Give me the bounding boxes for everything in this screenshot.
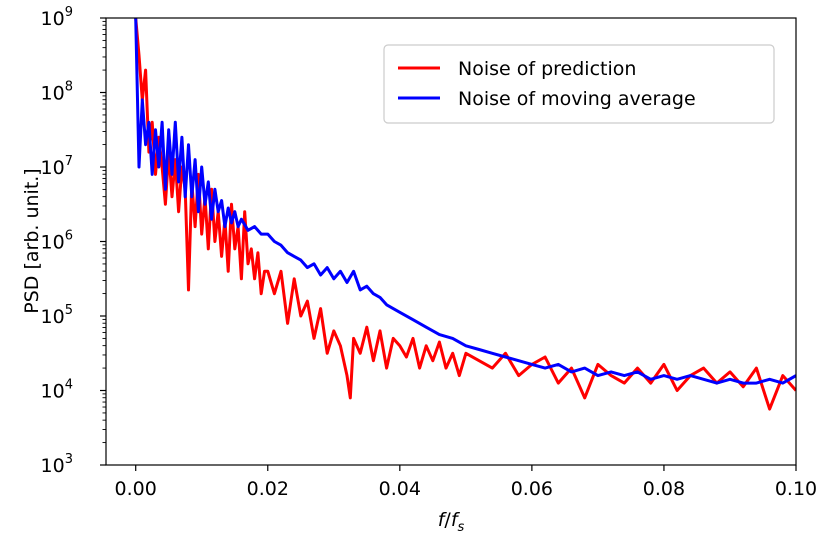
y-tick-label: 109: [41, 5, 73, 30]
legend-label-noise-of-moving-average: Noise of moving average: [458, 88, 696, 110]
x-axis-title: f/fs: [438, 509, 465, 535]
y-axis: 103 104 105 106 107 108 109: [41, 5, 106, 477]
x-axis-title-sub: s: [458, 520, 465, 535]
x-tick-label: 0.00: [115, 478, 157, 500]
y-tick-label: 108: [41, 80, 73, 105]
y-tick-label: 106: [41, 229, 73, 254]
x-axis-title-f: f: [438, 509, 448, 531]
legend-box: [383, 44, 775, 124]
y-tick-label: 104: [41, 378, 73, 403]
y-tick-label: 107: [41, 154, 73, 179]
legend: Noise of prediction Noise of moving aver…: [383, 44, 775, 124]
x-tick-label: 0.04: [379, 478, 421, 500]
y-tick-label: 103: [41, 452, 73, 477]
x-axis-title-f2: f: [451, 509, 461, 531]
y-axis-title: PSD [arb. unit.]: [21, 168, 43, 313]
x-tick-label: 0.10: [775, 478, 817, 500]
x-tick-label: 0.08: [643, 478, 685, 500]
x-axis-title-slash: /: [444, 509, 451, 531]
x-axis: 0.00 0.02 0.04 0.06 0.08 0.10: [115, 465, 817, 500]
y-tick-label: 105: [41, 303, 73, 328]
series-line-noise-of-prediction: [134, 18, 796, 411]
legend-label-noise-of-prediction: Noise of prediction: [458, 58, 636, 80]
series-line-noise-of-moving-average: [134, 18, 796, 385]
x-tick-label: 0.02: [247, 478, 289, 500]
x-tick-label: 0.06: [511, 478, 553, 500]
series-layer: [134, 18, 796, 411]
